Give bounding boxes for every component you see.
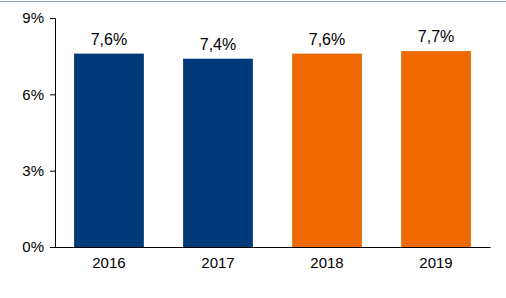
- x-tick-label: 2018: [310, 254, 343, 271]
- y-tick-mark: [50, 171, 55, 172]
- x-tick-label: 2017: [201, 254, 234, 271]
- y-tick-label: 6%: [22, 86, 44, 103]
- y-axis: 0% 3% 6% 9%: [22, 9, 55, 255]
- x-axis-line: [56, 247, 491, 248]
- bar: [401, 51, 471, 247]
- data-label: 7,4%: [200, 36, 236, 53]
- data-label: 7,6%: [91, 31, 127, 48]
- y-tick: 0%: [22, 238, 55, 255]
- x-tick-label: 2019: [419, 254, 452, 271]
- data-label: 7,6%: [309, 31, 345, 48]
- frame-line: [0, 1, 506, 2]
- x-tick: 2017: [201, 247, 234, 271]
- y-tick-mark: [50, 18, 55, 19]
- y-tick-mark: [50, 94, 55, 95]
- bar: [183, 59, 253, 247]
- y-tick-mark: [50, 247, 55, 248]
- y-tick: 3%: [22, 162, 55, 179]
- x-axis: 2016 2017 2018 2019: [56, 247, 491, 271]
- x-tick: 2016: [92, 247, 125, 271]
- y-axis-line: [50, 19, 56, 248]
- y-tick: 9%: [22, 9, 55, 26]
- y-tick: 6%: [22, 86, 55, 103]
- bar: [74, 54, 144, 247]
- x-tick: 2019: [419, 247, 452, 271]
- bars: [74, 51, 471, 247]
- chart: 0% 3% 6% 9% 2016 2017 2018 2019 7,6% 7,4% 7,6% 7,7%: [0, 0, 506, 298]
- y-tick-label: 3%: [22, 162, 44, 179]
- x-tick-label: 2016: [92, 254, 125, 271]
- y-tick-label: 9%: [22, 9, 44, 26]
- data-labels: 7,6% 7,4% 7,6% 7,7%: [91, 28, 455, 53]
- bar: [292, 54, 362, 247]
- x-tick: 2018: [310, 247, 343, 271]
- data-label: 7,7%: [418, 28, 454, 45]
- y-tick-label: 0%: [22, 238, 44, 255]
